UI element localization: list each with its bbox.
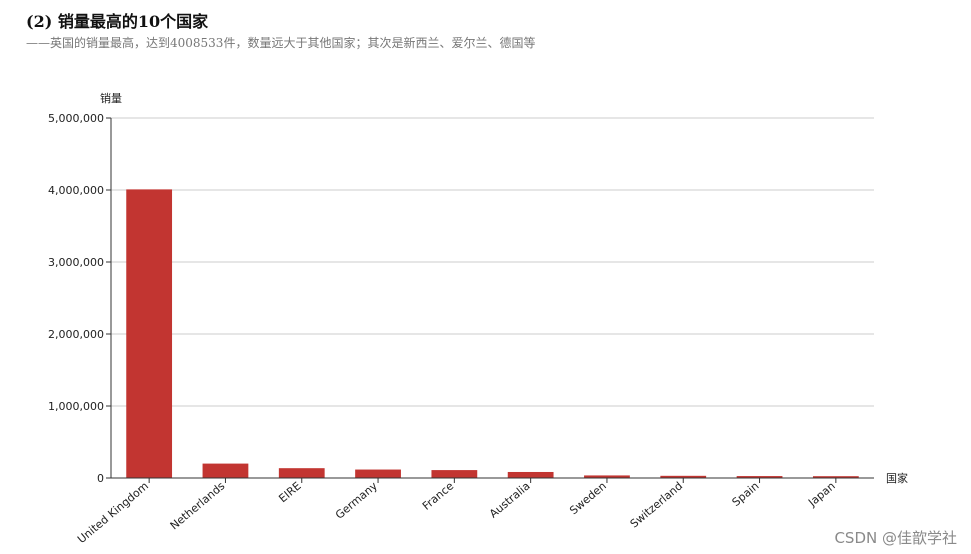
axes bbox=[110, 118, 874, 479]
grid-lines bbox=[111, 117, 874, 407]
page-subtitle: ——英国的销量最高，达到4008533件，数量远大于其他国家；其次是新西兰、爱尔… bbox=[26, 36, 536, 50]
bar-sweden[interactable] bbox=[584, 475, 630, 478]
bar-united-kingdom[interactable] bbox=[126, 189, 173, 478]
x-tick-label: EIRE bbox=[276, 479, 303, 505]
bar-france[interactable] bbox=[431, 470, 478, 478]
x-tick-label: Germany bbox=[333, 479, 380, 522]
x-tick-label: Switzerland bbox=[628, 479, 686, 530]
y-tick-label: 1,000,000 bbox=[48, 400, 104, 413]
y-tick-label: 4,000,000 bbox=[48, 184, 104, 197]
x-tick-label: Sweden bbox=[567, 479, 609, 517]
bar-switzerland[interactable] bbox=[660, 475, 707, 478]
x-tick-label: United Kingdom bbox=[75, 479, 151, 546]
y-tick-label: 0 bbox=[97, 472, 104, 485]
y-tick-label: 3,000,000 bbox=[48, 256, 104, 269]
x-tick-label: Australia bbox=[487, 479, 533, 520]
y-tick-labels: 0 1,000,000 2,000,000 3,000,000 4,000,000 5,0… bbox=[48, 112, 111, 485]
y-tick-label: 2,000,000 bbox=[48, 328, 104, 341]
x-tick-label: Japan bbox=[805, 479, 838, 509]
watermark: CSDN @佳歆学社 bbox=[834, 529, 957, 547]
y-tick-label: 5,000,000 bbox=[48, 112, 104, 125]
bar-australia[interactable] bbox=[507, 471, 554, 478]
x-tick-label: Netherlands bbox=[168, 479, 228, 532]
x-tick-labels: United Kingdom Netherlands EIRE Germany Fran… bbox=[75, 478, 838, 546]
x-axis-label: 国家 bbox=[886, 471, 908, 485]
bars bbox=[126, 189, 859, 478]
page-title: (2) 销量最高的10个国家 bbox=[26, 12, 209, 31]
bar-japan[interactable] bbox=[812, 476, 859, 478]
bar-germany[interactable] bbox=[355, 469, 401, 478]
x-tick-label: France bbox=[420, 479, 457, 513]
bar-spain[interactable] bbox=[736, 476, 783, 478]
x-tick-label: Spain bbox=[730, 479, 762, 509]
y-axis-label: 销量 bbox=[100, 91, 122, 105]
bar-netherlands[interactable] bbox=[202, 463, 249, 478]
bar-eire[interactable] bbox=[278, 468, 325, 478]
